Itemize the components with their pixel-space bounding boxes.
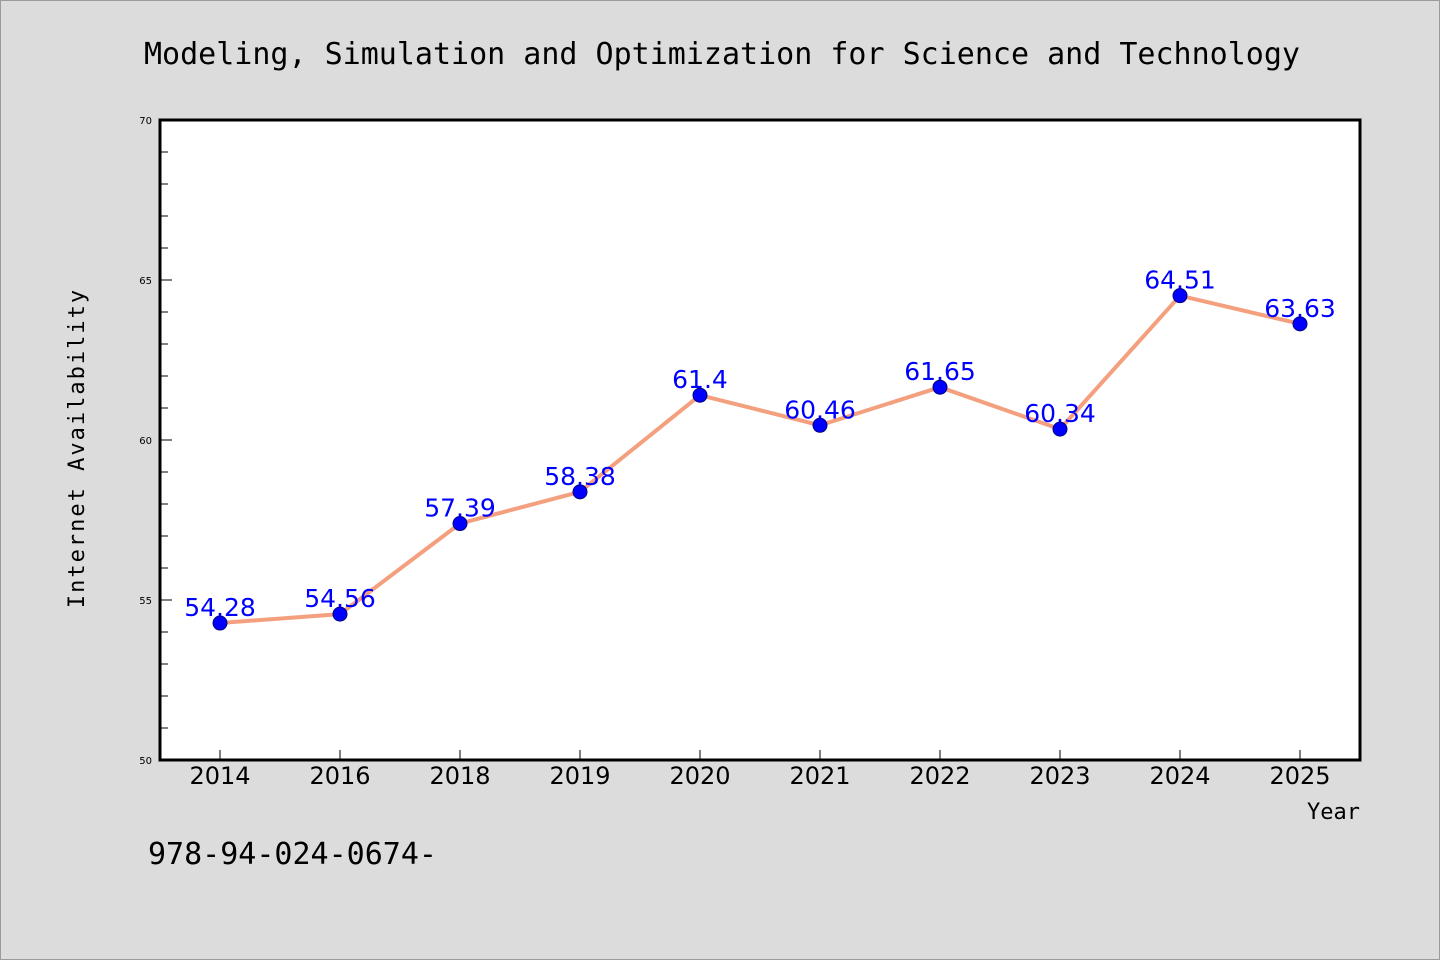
data-label: 63.63 xyxy=(1264,294,1336,323)
series-line xyxy=(218,293,1302,626)
y-tick-label: 50 xyxy=(139,756,152,767)
y-tick-label: 60 xyxy=(139,436,152,447)
x-tick-label: 2014 xyxy=(189,762,250,790)
data-point-marker xyxy=(1052,421,1068,437)
x-tick-label: 2018 xyxy=(429,762,490,790)
data-point-marker xyxy=(692,387,708,403)
data-label: 61.4 xyxy=(672,365,728,394)
data-point-marker xyxy=(1292,316,1308,332)
x-axis-label: Year xyxy=(1307,800,1360,825)
footer-isbn-text: 978-94-024-0674- xyxy=(148,837,437,872)
data-point-marker xyxy=(452,516,468,532)
data-point-marker xyxy=(932,379,948,395)
x-tick-label: 2025 xyxy=(1269,762,1330,790)
x-tick-label: 2016 xyxy=(309,762,370,790)
x-tick-label: 2020 xyxy=(669,762,730,790)
data-label: 54.28 xyxy=(184,593,256,622)
y-axis-label: Internet Availability xyxy=(65,288,90,608)
y-tick-label: 65 xyxy=(139,276,152,287)
data-label: 54.56 xyxy=(304,584,376,613)
y-tick-label: 70 xyxy=(139,116,152,127)
data-label: 57.39 xyxy=(424,494,496,523)
data-markers xyxy=(212,288,1308,631)
x-tick-label: 2024 xyxy=(1149,762,1210,790)
plot-border xyxy=(158,118,1362,762)
data-label: 60.46 xyxy=(784,395,856,424)
data-point-marker xyxy=(572,484,588,500)
plot-area xyxy=(160,120,1360,760)
data-label: 60.34 xyxy=(1024,399,1096,428)
x-tick-label: 2022 xyxy=(909,762,970,790)
x-tick-label: 2019 xyxy=(549,762,610,790)
data-point-marker xyxy=(1172,288,1188,304)
data-point-marker xyxy=(212,615,228,631)
data-point-marker xyxy=(332,606,348,622)
data-label: 61.65 xyxy=(904,357,976,386)
x-tick-label: 2023 xyxy=(1029,762,1090,790)
data-label: 64.51 xyxy=(1144,266,1216,295)
chart-title: Modeling, Simulation and Optimization fo… xyxy=(144,37,1300,72)
x-axis-ticks: 2014 2016 2018 2019 2020 2021 2022 2023 2024 2025 xyxy=(189,750,1331,790)
x-tick-label: 2021 xyxy=(789,762,850,790)
data-label: 58.38 xyxy=(544,462,616,491)
y-tick-label: 55 xyxy=(139,596,152,607)
data-labels: 54.28 54.56 57.39 58.38 61.4 60.46 61.65 60.34 6… xyxy=(184,266,1336,622)
data-point-marker xyxy=(812,417,828,433)
